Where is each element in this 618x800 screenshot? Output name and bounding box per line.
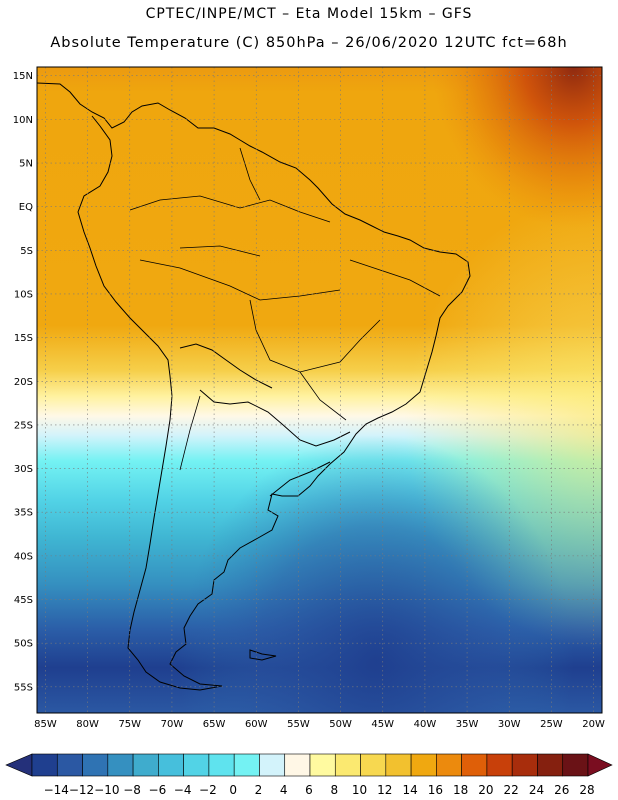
legend-tick-label: −12 — [68, 783, 95, 797]
legend-tick-label: −10 — [94, 783, 120, 797]
longitude-label: 85W — [34, 719, 57, 730]
legend-swatch — [107, 753, 134, 777]
latitude-label: 30S — [14, 464, 33, 475]
plot-frame — [36, 66, 603, 714]
latitude-label: 10S — [14, 289, 33, 300]
legend-tick-label: 8 — [330, 783, 339, 797]
longitude-labels: 85W 80W 75W 70W 65W 60W 55W 50W 45W 40W 35W 30W 25W 2… — [34, 719, 605, 730]
longitude-label: 80W — [76, 719, 99, 730]
map-title-line2: Absolute Temperature (C) 850hPa – 26/06/… — [50, 35, 568, 51]
legend-swatch — [208, 753, 235, 777]
longitude-label: 65W — [203, 719, 226, 730]
legend-swatch — [233, 753, 260, 777]
latitude-label: 35S — [14, 508, 33, 519]
longitude-label: 70W — [161, 719, 184, 730]
legend-tick-label: 2 — [254, 783, 263, 797]
legend-swatch — [511, 753, 538, 777]
latitude-label: 55S — [14, 682, 33, 693]
legend-swatch — [461, 753, 488, 777]
legend-swatch — [132, 753, 159, 777]
legend-swatch — [56, 753, 83, 777]
legend-tick-label: 16 — [427, 783, 443, 797]
legend-tick-label: −14 — [43, 783, 69, 797]
legend-swatch — [436, 753, 462, 777]
longitude-label: 25W — [540, 719, 563, 730]
legend-tick-label: 0 — [229, 783, 237, 797]
legend-swatch — [183, 753, 210, 777]
legend-tick-label: −6 — [148, 783, 167, 797]
longitude-label: 60W — [245, 719, 268, 730]
legend-tick-label: 20 — [478, 783, 494, 797]
legend-swatch — [537, 753, 564, 777]
legend-swatch — [385, 753, 412, 777]
legend-tick-label: 10 — [351, 783, 368, 797]
legend-swatch — [259, 753, 286, 777]
longitude-label: 45W — [371, 719, 394, 730]
longitude-label: 40W — [414, 719, 437, 730]
legend-swatch — [360, 753, 387, 777]
latitude-label: 5S — [20, 246, 33, 257]
legend-underflow-arrow — [5, 753, 33, 777]
legend-tick-label: −8 — [123, 783, 141, 797]
latitude-label: 10N — [13, 115, 33, 126]
latitude-label: EQ — [19, 202, 33, 213]
legend-tick-label: 6 — [305, 783, 313, 797]
legend-tick-label: 28 — [579, 783, 595, 797]
legend-tick-label: −4 — [173, 783, 192, 797]
latitude-label: 20S — [14, 377, 33, 388]
latitude-label: 5N — [19, 159, 33, 170]
legend-tick-label: 26 — [554, 783, 570, 797]
legend-tick-label: 14 — [402, 783, 418, 797]
longitude-label: 55W — [287, 719, 310, 730]
longitude-label: 35W — [456, 719, 479, 730]
legend-swatch — [158, 753, 184, 777]
legend-swatch — [334, 753, 361, 777]
legend-swatch — [562, 753, 589, 777]
longitude-label: 30W — [498, 719, 521, 730]
longitude-label: 20W — [582, 719, 605, 730]
map-title-line1: CPTEC/INPE/MCT – Eta Model 15km – GFS — [145, 6, 473, 22]
legend-swatch — [284, 753, 311, 777]
latitude-label: 15S — [14, 333, 33, 344]
legend-swatch — [309, 753, 336, 777]
legend-tick-label: 4 — [279, 783, 288, 797]
color-legend-bar — [5, 753, 613, 777]
legend-tick-label: 18 — [452, 783, 469, 797]
latitude-labels: 15N 10N 5N EQ 5S 10S 15S 20S 25S 30S 35S 40S 45S 50S 5… — [13, 71, 33, 693]
latitude-label: 15N — [13, 71, 33, 82]
legend-overflow-arrow — [587, 753, 613, 777]
temperature-field — [37, 67, 602, 713]
legend-tick-label: 22 — [503, 783, 519, 797]
legend-swatch — [410, 753, 437, 777]
latitude-label: 40S — [14, 551, 33, 562]
country-borders — [129, 147, 441, 471]
longitude-label: 75W — [118, 719, 141, 730]
latitude-label: 45S — [14, 595, 33, 606]
legend-tick-label: 12 — [377, 783, 393, 797]
legend-tick-label: −2 — [199, 783, 217, 797]
legend-tick-label: 24 — [528, 783, 545, 797]
coastlines — [36, 82, 471, 691]
longitude-label: 50W — [329, 719, 352, 730]
legend-swatch — [486, 753, 513, 777]
latitude-label: 50S — [14, 639, 33, 650]
latitude-label: 25S — [14, 420, 33, 431]
legend-swatch — [31, 753, 58, 777]
legend-swatch — [82, 753, 109, 777]
